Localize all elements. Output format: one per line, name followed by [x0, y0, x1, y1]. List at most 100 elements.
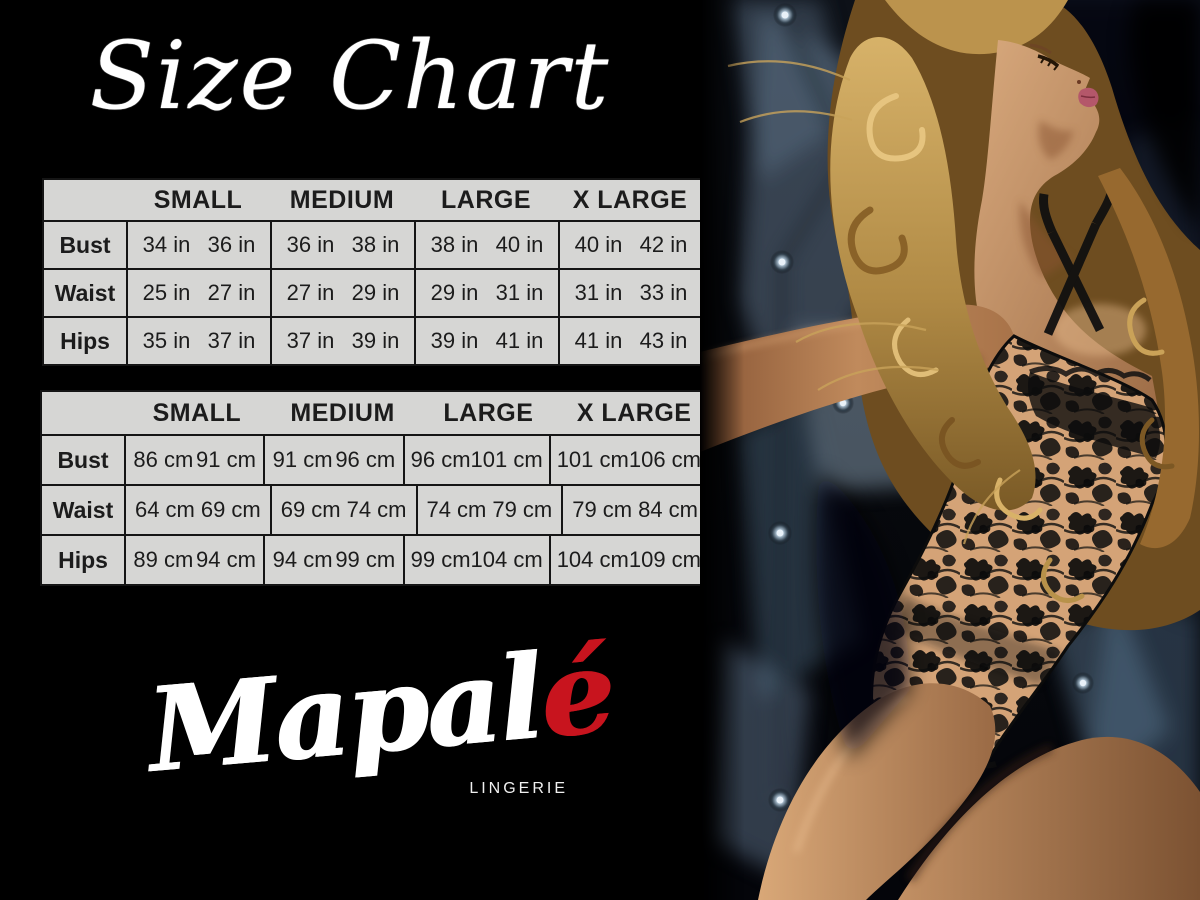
- size-value: 94 cm: [272, 547, 333, 572]
- model-photo: [700, 0, 1200, 900]
- size-table-inches: SMALL MEDIUM LARGE X LARGE Bust 34 in 36 …: [42, 178, 704, 366]
- size-cell: 40 in 42 in: [558, 222, 702, 268]
- size-value: 101 cm: [470, 447, 543, 472]
- size-value: 99 cm: [410, 547, 471, 572]
- size-value: 34 in: [142, 232, 191, 257]
- size-header-large: LARGE: [443, 398, 534, 427]
- table-header-row: SMALL MEDIUM LARGE X LARGE: [44, 180, 702, 220]
- brand-logo: Mapalé LINGERIE: [140, 623, 620, 838]
- size-value: 74 cm: [426, 497, 487, 522]
- model-brow: [1029, 43, 1052, 55]
- hair-curls: [847, 93, 1175, 603]
- measurement-row-bust: Bust 34 in 36 in 36 in 38 in 38 in 40 in 40…: [44, 220, 702, 268]
- size-value: 31 in: [574, 280, 623, 305]
- size-value: 94 cm: [196, 547, 256, 572]
- size-cell: 69 cm 74 cm: [269, 486, 416, 534]
- size-value: 86 cm: [133, 447, 194, 472]
- size-cell: 74 cm 79 cm: [415, 486, 562, 534]
- size-value: 38 in: [351, 232, 400, 257]
- size-header-small: SMALL: [153, 185, 243, 214]
- size-value: 89 cm: [133, 547, 194, 572]
- size-value: 106 cm: [628, 447, 701, 472]
- size-cell: 39 in 41 in: [414, 318, 558, 364]
- size-cell: 27 in 29 in: [270, 270, 414, 316]
- leg-crease-shadow: [905, 743, 1054, 883]
- size-cell: 101 cm 106 cm: [548, 436, 707, 484]
- model-lip-line: [1080, 95, 1096, 99]
- size-value: 25 in: [142, 280, 191, 305]
- size-value: 79 cm: [492, 497, 553, 522]
- row-label: Waist: [54, 279, 116, 306]
- row-label: Hips: [60, 327, 110, 354]
- size-value: 96 cm: [410, 447, 471, 472]
- brand-wordmark-main: Mapal: [142, 629, 547, 800]
- size-value: 101 cm: [556, 447, 629, 472]
- size-value: 43 in: [639, 328, 688, 353]
- size-value: 37 in: [286, 328, 335, 353]
- size-header-medium: MEDIUM: [290, 398, 395, 427]
- hip-shadow: [816, 470, 910, 760]
- size-value: 27 in: [207, 280, 256, 305]
- size-cell: 35 in 37 in: [126, 318, 270, 364]
- model-face: [974, 40, 1160, 430]
- size-value: 64 cm: [134, 497, 195, 522]
- model-thigh-front: [758, 683, 996, 900]
- face-shading: [1019, 120, 1074, 278]
- size-value: 69 cm: [280, 497, 341, 522]
- size-cell: 96 cm 101 cm: [402, 436, 549, 484]
- size-value: 36 in: [286, 232, 335, 257]
- model-nostril: [1077, 80, 1081, 84]
- model: [700, 0, 1200, 900]
- bra-scallop-edge: [1029, 366, 1152, 382]
- measurement-row-waist: Waist 64 cm 69 cm 69 cm 74 cm 74 cm 79 cm 7…: [42, 484, 707, 534]
- measurement-row-waist: Waist 25 in 27 in 27 in 29 in 29 in 31 in 3…: [44, 268, 702, 316]
- size-value: 41 in: [495, 328, 544, 353]
- size-cell: 91 cm 96 cm: [263, 436, 402, 484]
- model-eyelashes: [1037, 54, 1060, 68]
- size-value: 29 in: [351, 280, 400, 305]
- measurement-row-bust: Bust 86 cm 91 cm 91 cm 96 cm 96 cm 101 cm 1…: [42, 434, 707, 484]
- size-value: 40 in: [574, 232, 623, 257]
- size-value: 38 in: [430, 232, 479, 257]
- size-value: 31 in: [495, 280, 544, 305]
- left-edge-fade: [700, 0, 744, 900]
- model-eyelash-ticks: [1040, 57, 1059, 71]
- size-value: 36 in: [207, 232, 256, 257]
- model-photo-illustration: [700, 0, 1200, 900]
- chart-panel: Size Chart SMALL MEDIUM LARGE X LARGE Bu…: [40, 22, 709, 838]
- measurement-row-hips: Hips 35 in 37 in 37 in 39 in 39 in 41 in 41…: [44, 316, 702, 364]
- size-cell: 86 cm 91 cm: [124, 436, 263, 484]
- top-right-shadow: [1128, 0, 1200, 230]
- row-label: Bust: [57, 446, 109, 473]
- size-cell: 38 in 40 in: [414, 222, 558, 268]
- size-cell: 41 in 43 in: [558, 318, 702, 364]
- size-value: 74 cm: [346, 497, 407, 522]
- brand-tagline: LINGERIE: [469, 780, 568, 797]
- size-value: 109 cm: [628, 547, 701, 572]
- size-cell: 37 in 39 in: [270, 318, 414, 364]
- bra-cup-band: [1028, 372, 1161, 458]
- size-header-medium: MEDIUM: [289, 185, 395, 214]
- size-header-xlarge: X LARGE: [572, 185, 688, 214]
- size-value: 69 cm: [200, 497, 261, 522]
- size-value: 35 in: [142, 328, 191, 353]
- size-value: 104 cm: [556, 547, 629, 572]
- size-value: 33 in: [639, 280, 688, 305]
- size-value: 40 in: [495, 232, 544, 257]
- size-value: 39 in: [430, 328, 479, 353]
- waist-shadow: [896, 596, 1062, 686]
- model-hair-shoulder: [1098, 168, 1199, 549]
- table-header-row: SMALL MEDIUM LARGE X LARGE: [42, 392, 707, 434]
- size-header-large: LARGE: [441, 185, 531, 214]
- size-value: 41 in: [574, 328, 623, 353]
- size-value: 96 cm: [335, 447, 396, 472]
- size-cell: 36 in 38 in: [270, 222, 414, 268]
- size-value: 42 in: [639, 232, 688, 257]
- size-header-small: SMALL: [152, 398, 242, 427]
- size-cell: 31 in 33 in: [558, 270, 702, 316]
- size-value: 91 cm: [196, 447, 256, 472]
- size-cell: 89 cm 94 cm: [124, 536, 263, 584]
- size-value: 79 cm: [572, 497, 633, 522]
- size-value: 84 cm: [638, 497, 699, 522]
